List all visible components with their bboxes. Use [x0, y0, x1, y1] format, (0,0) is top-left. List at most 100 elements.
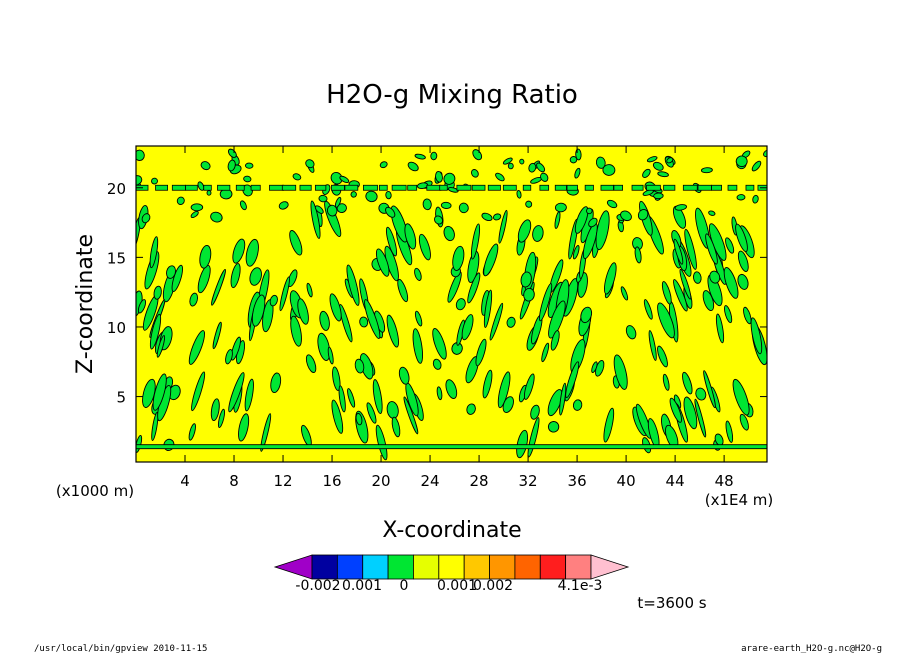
moist-cell	[502, 396, 514, 413]
moist-cell	[414, 153, 426, 160]
moist-cell	[249, 267, 262, 286]
moist-cell	[332, 366, 341, 391]
x-tick-label: 20	[372, 472, 391, 490]
moist-cell	[151, 177, 158, 185]
colorbar-tick-label: 4.1e-3	[558, 578, 603, 594]
moist-cell	[372, 379, 383, 415]
moist-cell	[432, 358, 442, 370]
moist-cell	[447, 187, 459, 193]
moist-cell	[412, 328, 424, 364]
upper-band-segment	[539, 184, 550, 191]
upper-band-segment	[299, 184, 312, 191]
moist-cell	[422, 198, 432, 211]
moist-cell	[743, 306, 752, 325]
moist-cell	[481, 212, 493, 222]
moist-cell	[350, 191, 357, 198]
upper-band-segment	[663, 184, 676, 191]
moist-cell	[327, 346, 334, 365]
upper-band-segment	[281, 184, 297, 191]
upper-band-segment	[269, 184, 285, 191]
x-tick-label: 28	[470, 472, 489, 490]
moist-cell	[684, 228, 697, 270]
plot-frame	[135, 145, 768, 463]
upper-band-segment	[631, 184, 644, 191]
moist-cell	[452, 245, 465, 271]
moist-cell	[483, 289, 493, 328]
moist-cell	[278, 201, 289, 210]
moist-cell	[398, 366, 410, 385]
moist-cell	[642, 168, 651, 178]
moist-cell	[708, 210, 716, 216]
moist-cell	[365, 190, 378, 203]
moist-cell	[355, 412, 363, 426]
upper-band-segment	[697, 184, 713, 191]
upper-band-segment	[600, 184, 614, 191]
moist-cell	[709, 270, 721, 284]
moist-cell	[251, 294, 266, 327]
moist-cell	[217, 408, 226, 428]
moist-cell	[375, 424, 388, 461]
moist-cell	[149, 236, 159, 269]
moist-cell	[225, 349, 233, 365]
colorbar-swatch	[438, 554, 465, 580]
upper-band-segment	[487, 184, 501, 191]
moist-cell	[136, 149, 145, 161]
moist-cell	[310, 200, 321, 239]
moist-cell	[339, 304, 353, 343]
upper-band-segment	[391, 184, 407, 191]
moist-cell	[306, 282, 313, 298]
upper-band-segment	[331, 184, 345, 191]
moist-cell	[397, 278, 409, 303]
moist-cell	[541, 342, 550, 363]
x-tick-label: 32	[519, 472, 538, 490]
moist-cell	[166, 265, 176, 279]
colorbar	[273, 554, 630, 580]
moist-cell	[538, 283, 553, 322]
moist-cell	[156, 335, 166, 358]
upper-band-segment	[407, 184, 418, 191]
upper-band-segment	[456, 184, 472, 191]
moist-cell	[637, 209, 649, 221]
x-tick-label: 8	[229, 472, 239, 490]
moist-cell	[279, 276, 290, 312]
moist-cell	[646, 156, 658, 163]
colorbar-swatch	[387, 554, 414, 580]
moist-cell	[523, 373, 535, 400]
moist-cell	[228, 372, 245, 413]
moist-cell	[317, 332, 331, 361]
moist-cell	[197, 264, 211, 294]
moist-cell	[346, 264, 360, 306]
moist-cell	[458, 202, 469, 214]
moist-cell	[492, 213, 502, 221]
moist-cell	[466, 403, 476, 415]
y-tick-label: 15	[107, 249, 126, 267]
y-axis-label: Z-coordinate	[73, 234, 98, 374]
moist-cell	[602, 164, 616, 176]
moist-cell	[525, 200, 533, 208]
moist-cell	[724, 305, 733, 324]
moist-cell	[693, 271, 702, 284]
upper-band-segment	[727, 184, 738, 191]
moist-cell	[347, 388, 356, 408]
moist-cell	[137, 299, 147, 314]
moist-cell	[635, 403, 652, 439]
x-tick-label: 40	[617, 472, 636, 490]
moist-cell	[483, 243, 499, 277]
moist-cell	[661, 281, 672, 305]
upper-band-segment	[554, 184, 567, 191]
moist-cell	[386, 314, 399, 348]
moist-cell	[703, 370, 716, 409]
moist-cell	[238, 413, 250, 442]
moist-cell	[723, 267, 739, 299]
upper-band-segment	[584, 184, 594, 191]
moist-cell	[603, 407, 615, 443]
moist-cell	[334, 196, 342, 208]
moist-cell	[540, 172, 549, 182]
colorbar-swatch	[514, 554, 541, 580]
moist-cell	[550, 330, 560, 351]
moist-cell	[338, 385, 346, 413]
moist-cell	[625, 325, 637, 340]
moist-cell	[461, 314, 474, 341]
moist-cell	[507, 162, 514, 170]
